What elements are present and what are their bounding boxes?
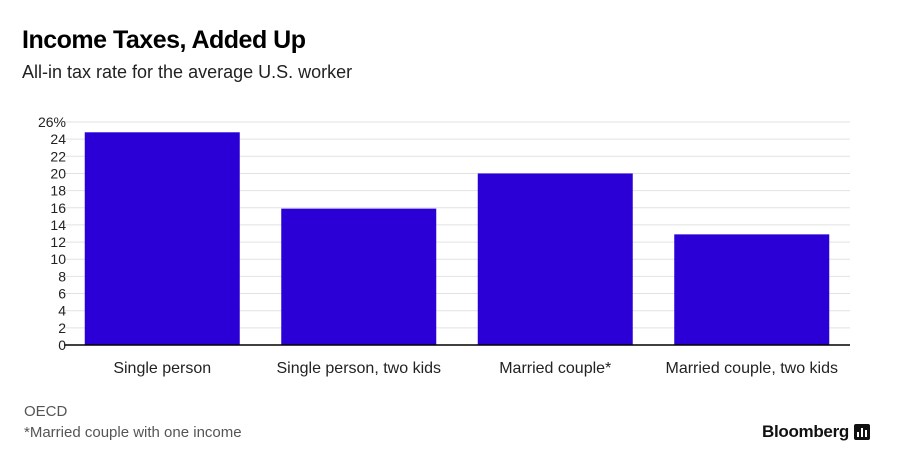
- y-tick-label: 14: [50, 217, 66, 233]
- y-tick-label: 26%: [38, 114, 66, 130]
- footnote: *Married couple with one income: [24, 424, 242, 441]
- y-tick-label: 12: [50, 234, 66, 250]
- x-tick-label: Married couple, two kids: [665, 360, 838, 377]
- bar: [477, 173, 633, 345]
- x-tick-label: Single person, two kids: [276, 360, 441, 377]
- y-tick-label: 10: [50, 251, 66, 267]
- chart-title: Income Taxes, Added Up: [22, 26, 306, 54]
- bar: [84, 132, 240, 345]
- bar: [674, 234, 830, 345]
- source-note: OECD: [24, 403, 68, 420]
- y-tick-label: 18: [50, 183, 66, 199]
- y-tick-label: 0: [58, 337, 66, 353]
- x-tick-label: Single person: [113, 360, 211, 377]
- y-tick-label: 4: [58, 303, 66, 319]
- y-tick-label: 20: [50, 165, 66, 181]
- bar: [281, 208, 437, 345]
- y-tick-label: 24: [50, 131, 66, 147]
- brand-name: Bloomberg: [761, 422, 849, 441]
- y-tick-label: 8: [58, 268, 66, 284]
- y-tick-label: 16: [50, 200, 66, 216]
- chart-subtitle: All-in tax rate for the average U.S. wor…: [22, 62, 353, 82]
- y-tick-label: 22: [50, 148, 66, 164]
- y-tick-label: 2: [58, 320, 66, 336]
- brand-logo: Bloomberg: [762, 422, 870, 442]
- x-tick-label: Married couple*: [499, 360, 611, 377]
- y-tick-label: 6: [58, 286, 66, 302]
- bars: [84, 132, 830, 345]
- bloomberg-chart-icon: [854, 424, 870, 440]
